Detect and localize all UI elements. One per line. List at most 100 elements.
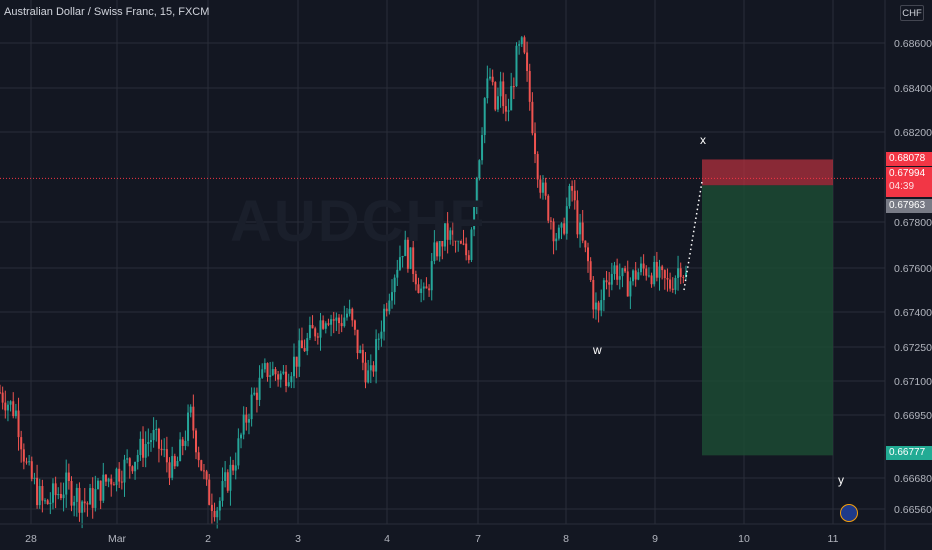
candle-body bbox=[232, 464, 235, 471]
candle-body bbox=[481, 135, 484, 161]
candle-body bbox=[616, 265, 619, 280]
x-tick-label: 8 bbox=[563, 533, 569, 545]
candle-body bbox=[187, 412, 190, 441]
candle-body bbox=[46, 500, 49, 505]
tradingview-logo-icon[interactable] bbox=[840, 504, 858, 522]
candle-body bbox=[44, 500, 47, 502]
candle-body bbox=[327, 323, 330, 325]
position-zones bbox=[0, 159, 885, 456]
candle-body bbox=[433, 242, 436, 262]
candle-body bbox=[128, 458, 131, 467]
candle-body bbox=[401, 256, 404, 258]
candle-body bbox=[335, 317, 338, 321]
candle-body bbox=[475, 178, 478, 205]
candle-body bbox=[491, 76, 494, 83]
candle-body bbox=[226, 472, 229, 491]
candle-body bbox=[322, 320, 325, 329]
candle-body bbox=[343, 317, 346, 327]
candle-body bbox=[213, 510, 216, 518]
candle-body bbox=[1, 392, 4, 403]
candle-body bbox=[6, 404, 9, 411]
candle-body bbox=[54, 483, 57, 496]
y-tick-label: 0.67600 bbox=[894, 263, 932, 275]
candle-body bbox=[91, 488, 94, 508]
candle-body bbox=[255, 392, 258, 400]
candle-body bbox=[555, 238, 558, 242]
candle-body bbox=[414, 274, 417, 285]
candle-body bbox=[385, 308, 388, 312]
candle-body bbox=[120, 481, 123, 483]
candle-body bbox=[367, 370, 370, 383]
candle-body bbox=[459, 239, 462, 244]
y-tick-label: 0.67100 bbox=[894, 376, 932, 388]
candle-body bbox=[406, 239, 409, 269]
candle-body bbox=[473, 204, 476, 230]
y-tick-label: 0.67250 bbox=[894, 342, 932, 354]
candle-body bbox=[359, 349, 362, 354]
candle-body bbox=[242, 414, 245, 435]
candle-body bbox=[197, 452, 200, 461]
candle-body bbox=[303, 348, 306, 352]
candle-body bbox=[290, 376, 293, 383]
candle-body bbox=[221, 481, 224, 501]
candle-body bbox=[258, 377, 261, 400]
candle-body bbox=[510, 86, 513, 111]
candle-body bbox=[340, 323, 343, 327]
candle-body bbox=[579, 222, 582, 235]
candle-body bbox=[306, 338, 309, 352]
price-tag-entry: 0.67963 bbox=[886, 199, 932, 213]
candle-body bbox=[115, 468, 118, 486]
candle-body bbox=[391, 292, 393, 301]
candle-body bbox=[38, 486, 41, 506]
candle-body bbox=[192, 406, 195, 431]
candle-body bbox=[610, 273, 613, 285]
candle-body bbox=[176, 460, 179, 467]
candle-body bbox=[234, 465, 237, 471]
candle-body bbox=[576, 200, 579, 235]
grid-lines bbox=[0, 0, 885, 524]
candle-body bbox=[679, 268, 682, 277]
y-tick-label: 0.67800 bbox=[894, 217, 932, 229]
candle-body bbox=[0, 392, 1, 394]
candle-body bbox=[496, 96, 499, 110]
candle-body bbox=[375, 339, 378, 372]
candle-body bbox=[136, 455, 139, 462]
candle-body bbox=[99, 480, 102, 501]
candle-body bbox=[436, 242, 439, 257]
y-tick-label: 0.66560 bbox=[894, 504, 932, 516]
x-tick-label: 3 bbox=[295, 533, 301, 545]
candle-body bbox=[536, 154, 539, 180]
y-tick-label: 0.68400 bbox=[894, 83, 932, 95]
candle-body bbox=[655, 261, 658, 278]
candle-body bbox=[165, 449, 168, 463]
candle-body bbox=[671, 288, 674, 290]
candle-body bbox=[489, 76, 491, 79]
candle-body bbox=[685, 272, 687, 277]
currency-button[interactable]: CHF bbox=[900, 5, 924, 21]
candle-body bbox=[210, 504, 213, 511]
candle-body bbox=[624, 268, 627, 272]
candle-body bbox=[41, 486, 44, 501]
candle-body bbox=[613, 265, 616, 274]
candle-body bbox=[134, 461, 137, 472]
candle-body bbox=[97, 480, 99, 490]
x-tick-label: 7 bbox=[475, 533, 481, 545]
candle-body bbox=[184, 440, 187, 446]
candle-body bbox=[528, 71, 531, 102]
candle-body bbox=[14, 410, 17, 417]
price-tag-stop: 0.68078 bbox=[886, 152, 932, 166]
candle-body bbox=[361, 349, 364, 363]
candle-body bbox=[584, 240, 587, 248]
candle-body bbox=[17, 410, 20, 438]
candle-body bbox=[597, 302, 600, 311]
candle-body bbox=[345, 313, 348, 318]
candle-body bbox=[563, 223, 566, 234]
candle-body bbox=[404, 239, 407, 257]
candle-body bbox=[118, 468, 121, 482]
candle-body bbox=[229, 464, 232, 491]
candle-body bbox=[526, 52, 529, 72]
candle-body bbox=[571, 186, 574, 191]
candle-body bbox=[544, 182, 547, 196]
